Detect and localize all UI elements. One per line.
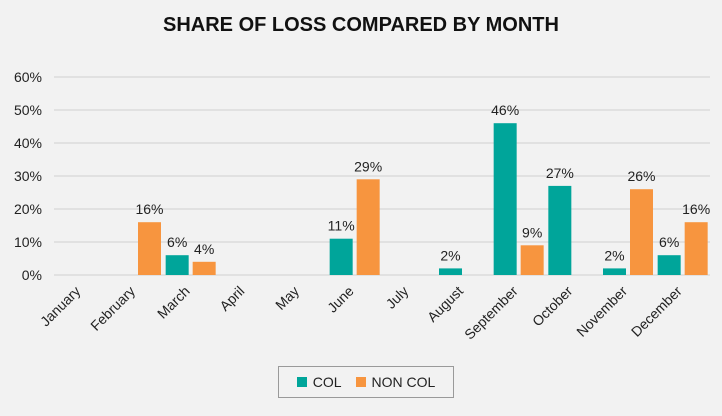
legend-swatch-non-col xyxy=(355,377,366,387)
x-tick-label: December xyxy=(628,283,685,340)
legend-item-non-col: NON COL xyxy=(355,374,436,390)
data-label: 16% xyxy=(135,201,163,217)
bar-col xyxy=(548,185,572,275)
bar-non-col xyxy=(630,189,653,275)
x-tick-label: October xyxy=(529,283,576,330)
legend: COL NON COL xyxy=(278,366,454,398)
x-tick-label: August xyxy=(424,283,466,325)
data-label: 9% xyxy=(522,224,542,240)
x-tick-label: November xyxy=(573,283,630,340)
x-tick-label: April xyxy=(216,283,247,314)
legend-label-non-col: NON COL xyxy=(371,374,436,390)
x-tick-label: September xyxy=(461,283,521,343)
data-label: 11% xyxy=(328,218,355,234)
y-tick-label: 20% xyxy=(14,201,42,217)
bar-col xyxy=(329,238,353,275)
data-label: 6% xyxy=(659,234,679,250)
bar-non-col xyxy=(138,222,161,275)
y-tick-label: 40% xyxy=(14,135,42,151)
y-tick-label: 30% xyxy=(14,168,42,184)
legend-label-col: COL xyxy=(312,374,342,390)
bar-non-col xyxy=(684,222,708,275)
legend-item-col: COL xyxy=(296,374,342,390)
bar-non-col xyxy=(356,179,380,275)
data-label: 16% xyxy=(682,201,710,217)
bar-non-col xyxy=(520,245,544,275)
data-label: 26% xyxy=(627,168,655,184)
x-tick-label: May xyxy=(272,283,302,313)
bar-non-col xyxy=(192,261,216,275)
bar-col xyxy=(657,255,681,275)
x-tick-label: July xyxy=(383,283,412,312)
chart-title: SHARE OF LOSS COMPARED BY MONTH xyxy=(163,14,559,36)
y-tick-label: 60% xyxy=(14,69,42,85)
data-label: 6% xyxy=(167,234,187,250)
y-tick-label: 10% xyxy=(14,234,42,250)
data-label: 27% xyxy=(546,165,574,181)
data-label: 46% xyxy=(491,102,519,118)
data-label: 4% xyxy=(194,241,214,257)
data-label: 29% xyxy=(354,158,382,174)
data-label: 2% xyxy=(604,247,624,263)
x-tick-label: February xyxy=(87,283,138,334)
legend-swatch-col xyxy=(296,377,307,387)
bar-col xyxy=(603,268,626,275)
y-tick-label: 50% xyxy=(14,102,42,118)
x-tick-label: June xyxy=(324,283,357,316)
y-tick-label: 0% xyxy=(22,267,42,283)
bar-col xyxy=(165,255,189,275)
x-tick-label: January xyxy=(37,283,84,330)
x-tick-label: March xyxy=(154,283,193,322)
bar-col xyxy=(493,123,517,275)
bar-col xyxy=(439,268,462,275)
data-label: 2% xyxy=(440,247,460,263)
